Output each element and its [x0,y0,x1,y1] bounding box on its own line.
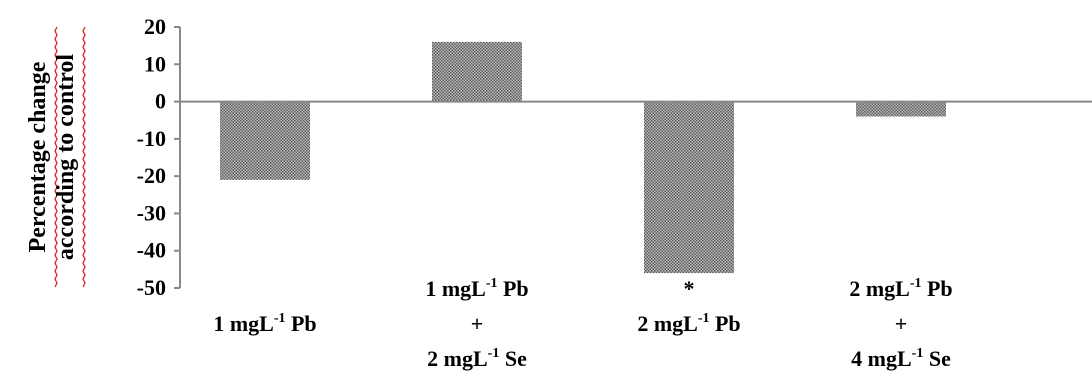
y-tick-label: -10 [137,126,166,151]
bar [220,101,310,180]
y-tick-label: -20 [137,163,166,188]
y-tick-label: 0 [155,89,166,114]
y-axis-ticks: 20 10 0 -10 -20 -30 -40 -50 [137,14,180,300]
significance-marker: * [684,276,695,301]
category-label: 1 mgL-1 Pb [213,311,316,336]
axes [179,27,1092,288]
category-label: + [471,311,484,336]
bar [432,41,522,102]
category-label: + [895,311,908,336]
category-label: 4 mgL-1 Se [851,346,951,371]
y-axis-label: Percentage change according to control [25,26,86,288]
bar [644,101,734,274]
y-tick-label: -30 [137,200,166,225]
y-tick-label: -40 [137,238,166,263]
bars [220,41,946,274]
bar [856,101,946,117]
y-tick-label: 20 [144,14,166,39]
spellcheck-underline [82,26,86,288]
y-tick-label: -50 [137,275,166,300]
y-tick-label: 10 [144,51,166,76]
category-labels: 1 mgL-1 Pb 1 mgL-1 Pb +2 mgL-1 Se 2 mgL-1 P… [213,276,952,371]
y-axis-label-line: according to control [53,54,79,261]
y-axis-label-line: Percentage change [25,61,51,252]
category-label: 2 mgL-1 Pb [849,276,952,301]
category-label: 2 mgL-1 Se [427,346,527,371]
category-label: 1 mgL-1 Pb [425,276,528,301]
spellcheck-underline [54,26,58,288]
category-label: 2 mgL-1 Pb [637,311,740,336]
